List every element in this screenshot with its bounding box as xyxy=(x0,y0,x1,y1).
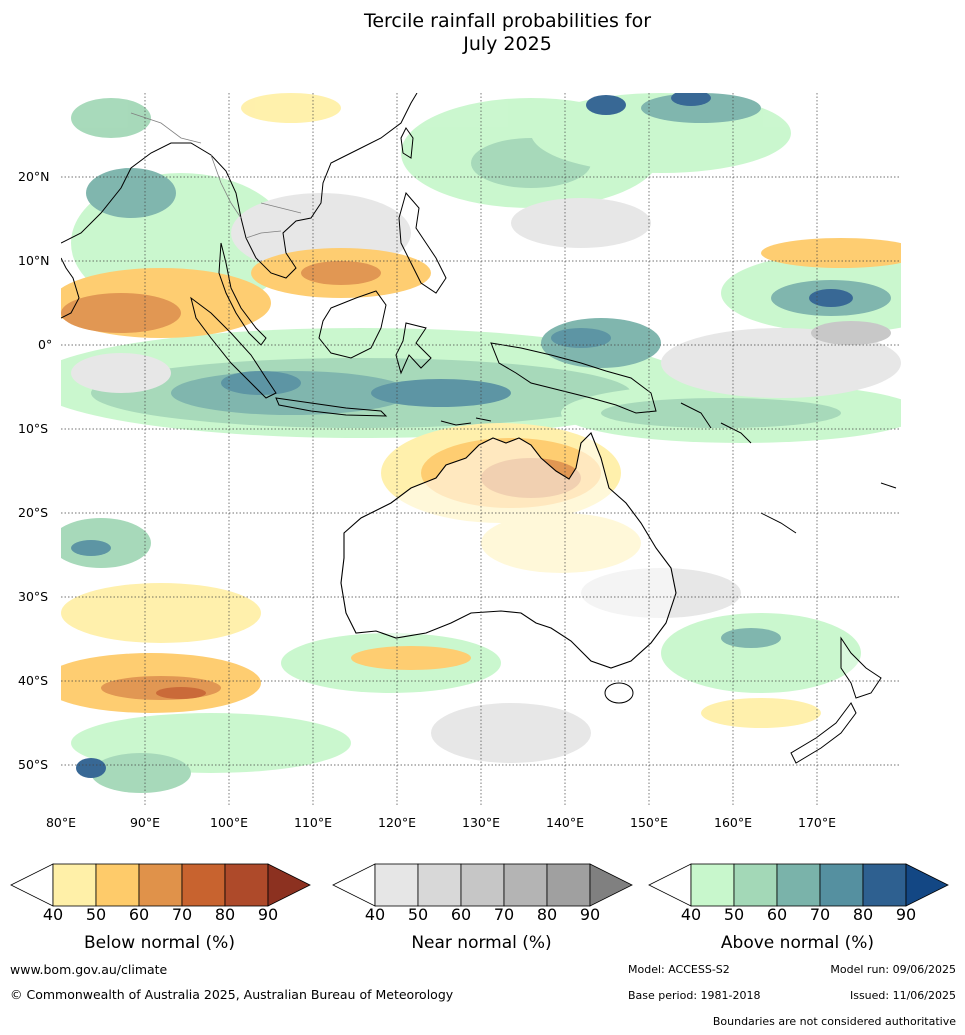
country-borders xyxy=(130,112,302,239)
philippines-outline xyxy=(398,191,447,294)
colorbar-segment xyxy=(224,863,269,907)
colorbar-1 xyxy=(332,863,633,907)
colorbar-tick-label: 80 xyxy=(214,905,236,924)
colorbar-tick-label: 60 xyxy=(450,905,472,924)
colorbar-segment xyxy=(181,863,226,907)
colorbar-segment xyxy=(733,863,778,907)
colorbar-0 xyxy=(10,863,311,907)
colorbar-segment xyxy=(776,863,821,907)
colorbar-low-arrow xyxy=(332,863,376,907)
colorbar-high-arrow xyxy=(267,863,311,907)
colorbar-tick-label: 80 xyxy=(536,905,558,924)
colorbar-tick-label: 60 xyxy=(128,905,150,924)
model-text: Model: ACCESS-S2 xyxy=(628,963,730,976)
colorbar-segment xyxy=(862,863,907,907)
lon-label: 90°E xyxy=(129,815,161,830)
lat-label: 30°S xyxy=(18,589,49,604)
tasmania-outline xyxy=(604,682,634,704)
asia-mainland-outline xyxy=(61,93,418,279)
colorbar-segment xyxy=(460,863,505,907)
lon-label: 170°E xyxy=(797,815,837,830)
colorbar-title: Near normal (%) xyxy=(411,933,552,953)
colorbar-segment xyxy=(52,863,97,907)
colorbar-tick-label: 40 xyxy=(42,905,64,924)
lon-label: 110°E xyxy=(293,815,333,830)
lat-label: 50°S xyxy=(18,757,49,772)
colorbar-segment xyxy=(95,863,140,907)
colorbar-tick-label: 50 xyxy=(723,905,745,924)
website-link[interactable]: www.bom.gov.au/climate xyxy=(10,962,168,977)
lon-label: 160°E xyxy=(713,815,753,830)
lat-label: 0° xyxy=(38,337,53,352)
australia-outline xyxy=(340,432,677,669)
colorbar-high-arrow xyxy=(589,863,633,907)
colorbar-title: Above normal (%) xyxy=(720,933,875,953)
lon-label: 150°E xyxy=(629,815,669,830)
probability-patches xyxy=(61,93,901,793)
lon-label: 100°E xyxy=(209,815,249,830)
colorbar-segment xyxy=(417,863,462,907)
disclaimer-text: Boundaries are not considered authoritat… xyxy=(712,1015,956,1028)
colorbar-tick-label: 50 xyxy=(85,905,107,924)
colorbar-tick-label: 90 xyxy=(579,905,601,924)
title-line-1: Tercile rainfall probabilities for xyxy=(363,10,652,32)
colorbar-tick-label: 80 xyxy=(852,905,874,924)
lon-label: 80°E xyxy=(45,815,77,830)
lat-label: 20°S xyxy=(18,505,49,520)
lat-label: 10°N xyxy=(18,253,50,268)
colorbar-tick-label: 70 xyxy=(809,905,831,924)
pacific-islands xyxy=(440,402,897,534)
map-title: Tercile rainfall probabilities for July … xyxy=(0,10,965,56)
colorbar-tick-label: 70 xyxy=(171,905,193,924)
base-period-text: Base period: 1981-2018 xyxy=(628,989,761,1002)
new-zealand-outline xyxy=(790,636,882,764)
colorbar-segment xyxy=(503,863,548,907)
rainfall-map xyxy=(61,93,901,806)
colorbar-tick-label: 60 xyxy=(766,905,788,924)
india-outline xyxy=(61,257,80,319)
colorbar-low-arrow xyxy=(648,863,692,907)
taiwan-outline xyxy=(400,127,414,159)
colorbar-tick-label: 90 xyxy=(895,905,917,924)
colorbar-segment xyxy=(546,863,591,907)
title-line-2: July 2025 xyxy=(463,33,552,55)
colorbar-high-arrow xyxy=(905,863,949,907)
colorbar-segment xyxy=(138,863,183,907)
lon-label: 130°E xyxy=(461,815,501,830)
colorbar-tick-label: 90 xyxy=(257,905,279,924)
malay-peninsula-outline xyxy=(218,242,267,346)
issued-text: Issued: 11/06/2025 xyxy=(849,989,956,1002)
sulawesi-outline xyxy=(395,322,432,375)
colorbar-title: Below normal (%) xyxy=(84,933,235,953)
borneo-outline xyxy=(318,290,387,359)
sumatra-outline xyxy=(190,296,277,399)
lat-label: 10°S xyxy=(18,421,49,436)
lon-label: 140°E xyxy=(545,815,585,830)
colorbar-segment xyxy=(690,863,735,907)
map-gridlines xyxy=(61,93,901,806)
colorbar-low-arrow xyxy=(10,863,54,907)
colorbar-tick-label: 50 xyxy=(407,905,429,924)
colorbar-tick-label: 40 xyxy=(680,905,702,924)
colorbar-segment xyxy=(819,863,864,907)
copyright-text: © Commonwealth of Australia 2025, Austra… xyxy=(10,987,454,1002)
lat-label: 20°N xyxy=(18,169,50,184)
new-guinea-outline xyxy=(490,342,657,414)
colorbar-segment xyxy=(374,863,419,907)
lat-label: 40°S xyxy=(18,673,49,688)
java-outline xyxy=(275,397,388,417)
model-run-text: Model run: 09/06/2025 xyxy=(830,963,956,976)
colorbar-2 xyxy=(648,863,949,907)
lon-label: 120°E xyxy=(377,815,417,830)
colorbar-tick-label: 70 xyxy=(493,905,515,924)
colorbar-tick-label: 40 xyxy=(364,905,386,924)
map-svg xyxy=(61,93,901,806)
